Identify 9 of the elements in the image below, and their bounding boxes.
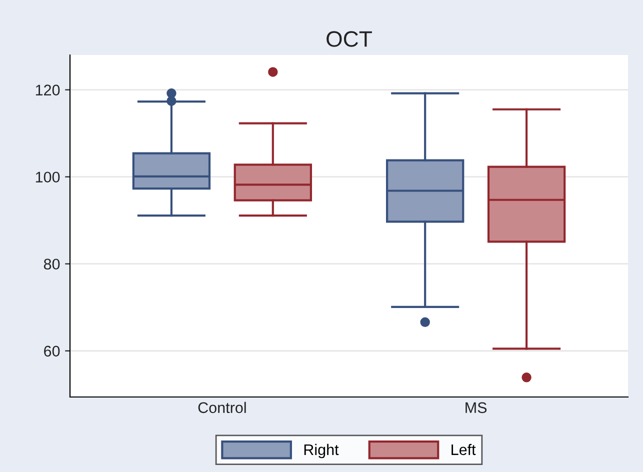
x-tick-label: Control	[198, 402, 246, 414]
legend-label: Right	[304, 444, 339, 458]
y-tick-label: 80	[44, 258, 60, 270]
legend-label: Left	[452, 444, 476, 456]
y-tick-label: 120	[36, 84, 60, 96]
y-tick-label: 60	[44, 346, 60, 357]
y-tick-label: 100	[36, 172, 60, 183]
x-tick-label: MS	[466, 402, 487, 414]
chart-title: OCT	[326, 31, 372, 47]
